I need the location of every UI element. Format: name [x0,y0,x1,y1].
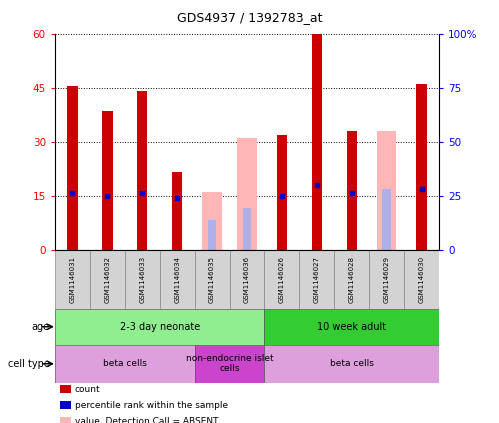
Bar [137,91,148,250]
Text: GSM1146027: GSM1146027 [314,255,320,303]
Text: age: age [32,322,50,332]
Text: 10 week adult: 10 week adult [317,322,386,332]
Text: beta cells: beta cells [330,359,374,368]
Bar [203,192,222,250]
Bar [67,86,77,250]
Text: GSM1146034: GSM1146034 [174,255,180,303]
Bar [334,250,369,309]
Bar [90,250,125,309]
Text: beta cells: beta cells [103,359,147,368]
Bar [311,34,322,250]
Bar [160,250,195,309]
Text: GSM1146031: GSM1146031 [69,255,75,303]
Bar [243,208,251,250]
Bar [404,250,439,309]
Bar [125,250,160,309]
Bar [55,309,264,345]
Text: GSM1146033: GSM1146033 [139,255,145,303]
Text: GSM1146026: GSM1146026 [279,255,285,303]
Bar [55,250,90,309]
Bar [238,138,256,250]
Bar [264,250,299,309]
Bar [102,111,112,250]
Text: count: count [75,385,100,394]
Text: GSM1146035: GSM1146035 [209,255,215,303]
Text: value, Detection Call = ABSENT: value, Detection Call = ABSENT [75,417,219,423]
Text: non-endocrine islet
cells: non-endocrine islet cells [186,354,273,374]
Bar [377,131,396,250]
Text: GSM1146028: GSM1146028 [349,255,355,303]
Bar [208,220,217,250]
Text: 2-3 day neonate: 2-3 day neonate [120,322,200,332]
Bar [416,84,427,250]
Text: percentile rank within the sample: percentile rank within the sample [75,401,228,410]
Bar [346,131,357,250]
Bar [276,135,287,250]
Text: GSM1146029: GSM1146029 [384,255,390,303]
Text: GSM1146032: GSM1146032 [104,255,110,303]
Text: GSM1146036: GSM1146036 [244,255,250,303]
Bar [195,345,264,383]
Bar [299,250,334,309]
Bar [382,189,391,250]
Text: GDS4937 / 1392783_at: GDS4937 / 1392783_at [177,11,322,24]
Bar [172,172,182,250]
Bar [230,250,264,309]
Text: cell type: cell type [8,359,50,369]
Bar [264,345,439,383]
Bar [195,250,230,309]
Text: GSM1146030: GSM1146030 [419,255,425,303]
Bar [264,309,439,345]
Bar [55,345,195,383]
Bar [369,250,404,309]
